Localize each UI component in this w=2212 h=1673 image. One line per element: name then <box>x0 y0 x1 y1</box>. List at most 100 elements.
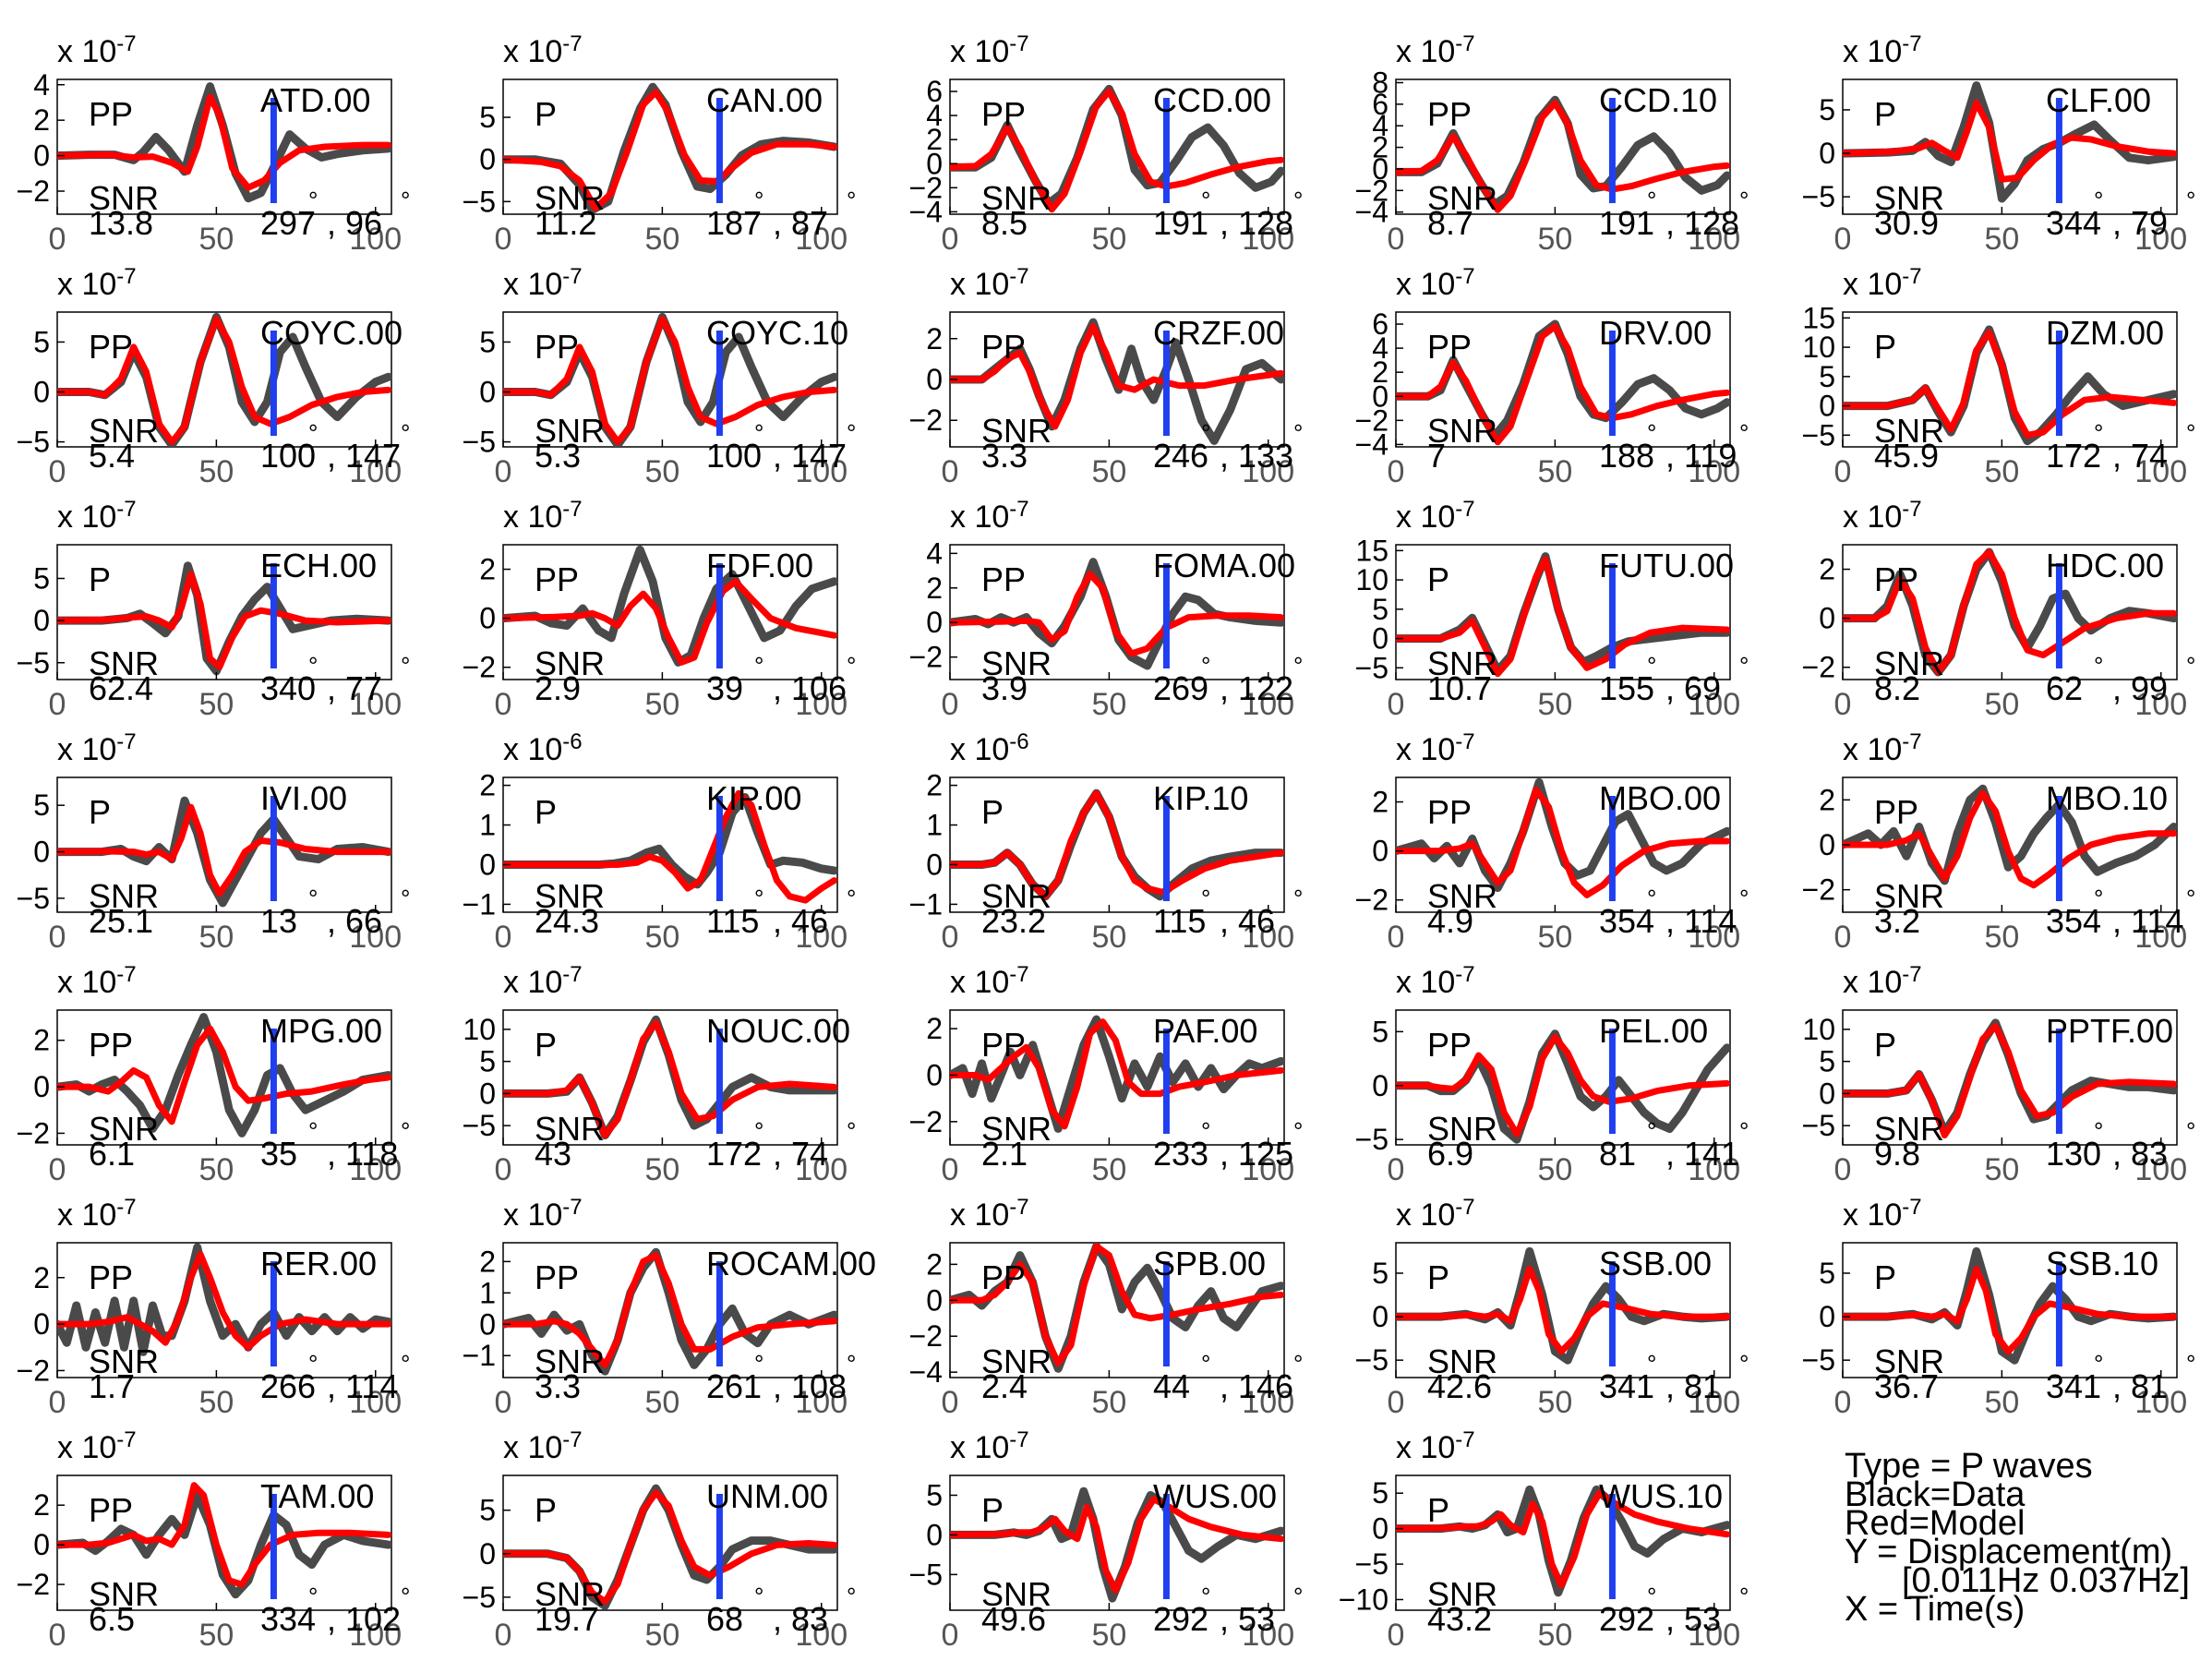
azimuth-value: 187 <box>706 204 762 242</box>
model-trace <box>1843 1022 2177 1139</box>
x-tick-label: 100 <box>795 454 848 489</box>
y-tick-label: 5 <box>1372 1476 1389 1510</box>
azimuth-degree: ° <box>754 419 763 447</box>
snr-label: SNR <box>535 1110 605 1148</box>
distance-degree: ° <box>1293 652 1303 680</box>
y-tick-label: −2 <box>1355 403 1389 437</box>
y-tick-label: 2 <box>33 1488 50 1522</box>
phase-label: PP <box>981 328 1026 366</box>
azimuth-degree: ° <box>754 1583 763 1610</box>
legend-frequency-band-line: [0.011Hz 0.037Hz] <box>1902 1561 2190 1600</box>
station-label: TAM.00 <box>260 1477 374 1515</box>
distance-degree: ° <box>1293 885 1303 912</box>
distance-value: 46 <box>791 902 828 940</box>
y-tick-label: 2 <box>1372 786 1389 819</box>
x-tick-label: 0 <box>942 1385 959 1420</box>
x-tick-label: 100 <box>1688 1152 1740 1187</box>
exponent-label: x 10-7 <box>1396 962 1475 1000</box>
y-tick-label: 8 <box>1372 66 1389 100</box>
separator: , <box>327 1135 336 1173</box>
azimuth-value: 292 <box>1599 1600 1654 1638</box>
station-label: SSB.00 <box>1599 1245 1712 1282</box>
y-tick-label: 0 <box>33 836 50 869</box>
axes-frame <box>1395 776 1731 913</box>
station-label: MBO.10 <box>2046 779 2168 817</box>
azimuth-value: 172 <box>2046 437 2101 475</box>
station-label: COYC.00 <box>260 314 403 352</box>
station-label: ECH.00 <box>260 547 377 584</box>
y-tick-label: −2 <box>909 1319 943 1353</box>
y-tick-label: −5 <box>463 1581 496 1614</box>
exponent-label: x 10-7 <box>57 1195 137 1233</box>
azimuth-value: 172 <box>706 1135 762 1173</box>
exponent-label: x 10-7 <box>57 497 137 535</box>
y-tick-label: 0 <box>926 147 943 180</box>
x-tick-label: 0 <box>495 687 512 722</box>
x-tick-label: 0 <box>49 920 66 955</box>
snr-label: SNR <box>981 644 1052 682</box>
separator: , <box>773 437 782 475</box>
x-tick-label: 100 <box>1242 1152 1294 1187</box>
exponent-power: -7 <box>1009 1195 1028 1220</box>
snr-value: 11.2 <box>535 204 596 242</box>
y-tick-label: −5 <box>1355 1343 1389 1377</box>
snr-label: SNR <box>1427 1110 1497 1148</box>
exponent-power: -7 <box>1009 1427 1028 1452</box>
x-tick-label: 100 <box>2134 222 2187 257</box>
y-tick-label: 1 <box>479 809 496 842</box>
phase-label: PP <box>981 1026 1026 1064</box>
legend-type-line: Type = P waves <box>1845 1447 2093 1486</box>
phase-label: PP <box>535 560 579 598</box>
x-tick-label: 0 <box>1388 687 1405 722</box>
x-tick-label: 100 <box>795 1152 848 1187</box>
y-tick-label: 2 <box>1372 131 1389 164</box>
exponent-power: -7 <box>1455 1427 1474 1452</box>
azimuth-degree: ° <box>754 1117 763 1145</box>
snr-value: 2.1 <box>981 1135 1028 1173</box>
distance-value: 147 <box>791 437 847 475</box>
y-tick-label: −5 <box>1355 1547 1389 1581</box>
y-tick-label: 4 <box>33 68 50 102</box>
exponent-label: x 10-7 <box>57 962 137 1000</box>
x-tick-label: 100 <box>349 1618 402 1653</box>
azimuth-value: 130 <box>2046 1135 2101 1173</box>
exponent-power: -7 <box>116 31 136 56</box>
axes-frame <box>949 1242 1285 1378</box>
model-trace <box>1396 1265 1730 1355</box>
x-tick-label: 100 <box>795 1385 848 1420</box>
exponent-power: -6 <box>562 729 582 754</box>
distance-degree: ° <box>1739 652 1749 680</box>
snr-value: 3.3 <box>535 1367 581 1405</box>
phase-label: PP <box>981 1258 1026 1296</box>
axes-frame <box>1395 1242 1731 1378</box>
phase-label: PP <box>89 1258 133 1296</box>
exponent-label: x 10-7 <box>1396 264 1475 302</box>
snr-value: 10.7 <box>1427 669 1492 707</box>
traces <box>1396 552 1730 678</box>
exponent-power: -7 <box>1455 264 1474 289</box>
legend-data-line: Black=Data <box>1845 1475 2026 1514</box>
model-trace <box>57 1251 391 1351</box>
distance-degree: ° <box>1293 1117 1303 1145</box>
y-tick-label: −5 <box>1802 418 1835 451</box>
y-tick-label: −2 <box>909 1105 943 1138</box>
x-tick-label: 50 <box>198 1618 234 1653</box>
exponent-label: x 10-7 <box>1396 1195 1475 1233</box>
y-tick-label: −1 <box>463 1339 496 1372</box>
x-tick-label: 50 <box>1091 920 1126 955</box>
x-tick-label: 0 <box>495 1618 512 1653</box>
phase-label: P <box>1874 1258 1896 1296</box>
snr-label: SNR <box>981 1575 1052 1613</box>
distance-value: 118 <box>345 1135 398 1173</box>
azimuth-degree: ° <box>1201 187 1210 214</box>
x-tick-label: 50 <box>1984 920 2019 955</box>
y-tick-label: 5 <box>1819 1257 1835 1290</box>
